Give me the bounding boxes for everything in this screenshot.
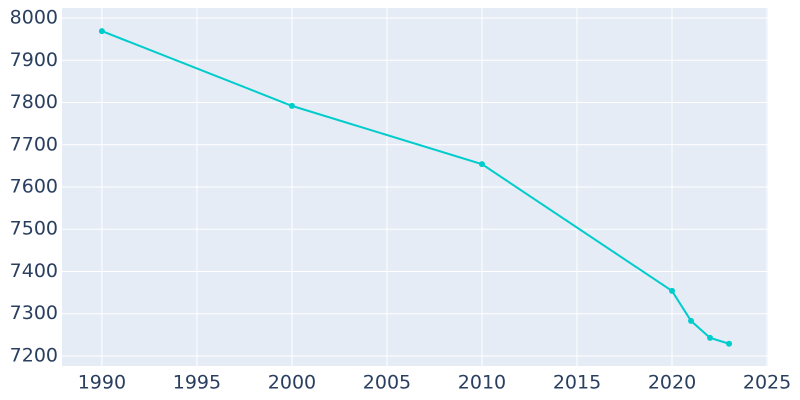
x-tick-label: 2025	[743, 372, 791, 394]
point	[726, 340, 733, 347]
point	[288, 102, 295, 109]
y-tick-label: 7400	[10, 260, 58, 282]
x-tick-label: 2000	[268, 372, 316, 394]
y-tick-label: 7700	[10, 133, 58, 155]
x-tick-label: 2020	[648, 372, 696, 394]
x-tick-label: 1995	[173, 372, 221, 394]
point	[478, 161, 485, 168]
x-tick-label: 2010	[458, 372, 506, 394]
x-tick-label: 2005	[363, 372, 411, 394]
point	[669, 287, 676, 294]
x-tick-label: 1990	[78, 372, 126, 394]
y-tick-label: 7800	[10, 91, 58, 113]
point	[688, 317, 695, 324]
y-tick-label: 8000	[10, 7, 58, 29]
y-tick-label: 7600	[10, 176, 58, 198]
x-tick-label: 2015	[553, 372, 601, 394]
point	[98, 28, 105, 35]
y-tick-label: 7300	[10, 302, 58, 324]
point	[707, 334, 714, 341]
y-tick-label: 7200	[10, 344, 58, 366]
y-tick-label: 7500	[10, 218, 58, 240]
y-tick-label: 7900	[10, 49, 58, 71]
